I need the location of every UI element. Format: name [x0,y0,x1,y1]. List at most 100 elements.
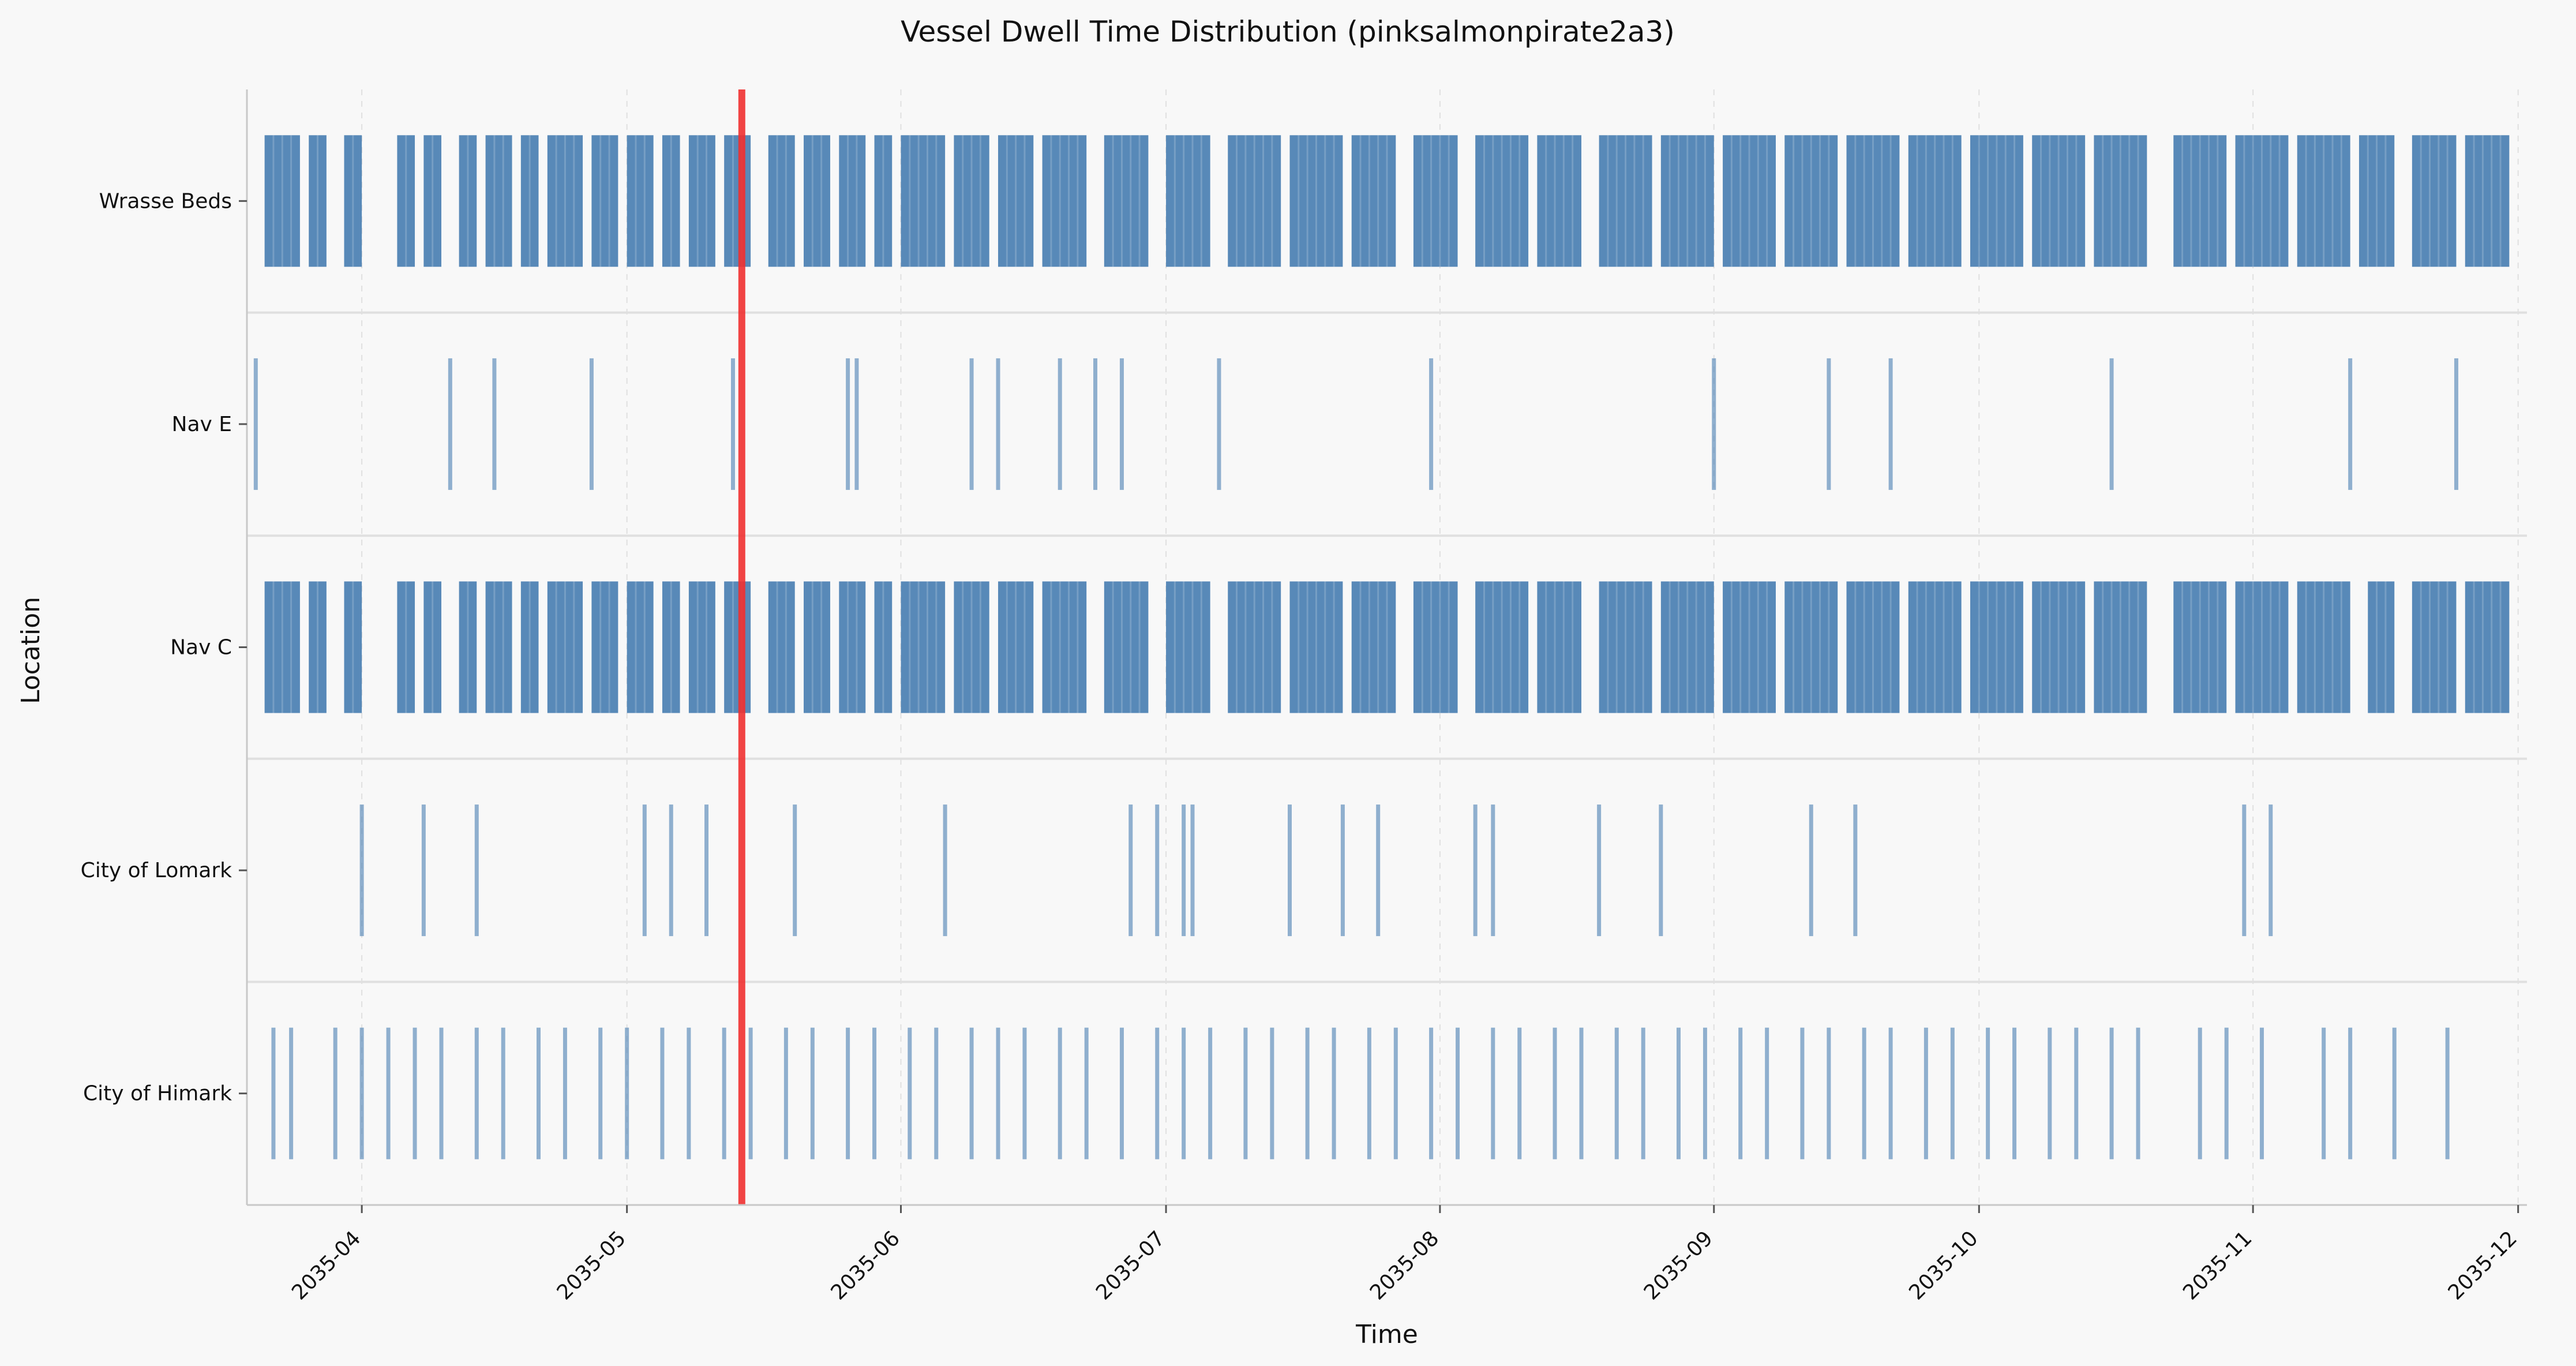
nav-c-dwell-bar [2297,581,2350,713]
nav-c-dwell-bar [423,581,441,713]
nav-c-dwell-bar [459,581,477,713]
nav-c-dwell-bar [2465,581,2510,713]
city-of-himark-visit-mark [359,1027,364,1159]
wrasse-beds-dwell-bar [1042,135,1087,267]
nav-c-dwell-bar [901,581,946,713]
wrasse-beds-dwell-bar [397,135,415,267]
wrasse-beds-dwell-bar [998,135,1034,267]
city-of-himark-visit-mark [783,1027,788,1159]
wrasse-beds-dwell-bar [1166,135,1210,267]
nav-c-dwell-bar [2094,581,2147,713]
nav-c-dwell-bar [1042,581,1087,713]
city-of-himark-visit-mark [2445,1027,2450,1159]
nav-c-dwell-bar [309,581,327,713]
nav-c-dwell-bar [1351,581,1396,713]
city-of-lomark-visit-mark [669,804,673,937]
nav-e-visit-mark [1217,358,1221,490]
nav-c-dwell-bar [662,581,680,713]
wrasse-beds-dwell-bar [459,135,477,267]
city-of-himark-visit-mark [1738,1027,1743,1159]
city-of-himark-visit-mark [934,1027,939,1159]
nav-c-dwell-bar [627,581,654,713]
city-of-himark-visit-mark [1119,1027,1124,1159]
wrasse-beds-dwell-bar [1104,135,1149,267]
city-of-lomark-visit-mark [1155,804,1160,937]
nav-e-visit-mark [2454,358,2458,490]
city-of-himark-visit-mark [1270,1027,1274,1159]
wrasse-beds-dwell-bar [1413,135,1458,267]
city-of-lomark-visit-mark [1190,804,1195,937]
city-of-himark-visit-mark [908,1027,912,1159]
wrasse-beds-dwell-bar [591,135,618,267]
nav-e-visit-mark [2109,358,2114,490]
wrasse-beds-dwell-bar [954,135,989,267]
city-of-lomark-visit-mark [359,804,364,937]
city-of-lomark-visit-mark [793,804,797,937]
city-of-himark-visit-mark [810,1027,815,1159]
wrasse-beds-dwell-bar [1351,135,1396,267]
city-of-himark-visit-mark [1155,1027,1160,1159]
nav-c-dwell-bar [547,581,583,713]
nav-e-visit-mark [1712,358,1716,490]
nav-c-dwell-bar [804,581,830,713]
city-of-himark-visit-mark [2012,1027,2017,1159]
nav-e-visit-mark [448,358,452,490]
city-of-himark-visit-mark [1986,1027,1990,1159]
city-of-lomark-visit-mark [1182,804,1186,937]
city-of-himark-visit-mark [996,1027,1000,1159]
city-of-himark-visit-mark [687,1027,691,1159]
wrasse-beds-dwell-bar [1599,135,1652,267]
nav-c-dwell-bar [1166,581,1210,713]
nav-c-dwell-bar [724,581,751,713]
nav-e-visit-mark [730,358,735,490]
chart-title: Vessel Dwell Time Distribution (pinksalm… [901,15,1675,48]
nav-c-dwell-bar [2235,581,2289,713]
city-of-himark-visit-mark [2198,1027,2202,1159]
city-of-himark-visit-mark [1676,1027,1681,1159]
wrasse-beds-dwell-bar [1846,135,1900,267]
nav-c-dwell-bar [344,581,362,713]
wrasse-beds-dwell-bar [1475,135,1529,267]
nav-c-dwell-bar [954,581,989,713]
city-of-lomark-visit-mark [1597,804,1602,937]
city-of-himark-visit-mark [2259,1027,2264,1159]
city-of-himark-visit-mark [722,1027,726,1159]
nav-c-dwell-bar [1413,581,1458,713]
city-of-himark-visit-mark [1084,1027,1089,1159]
city-of-lomark-visit-mark [2242,804,2247,937]
city-of-lomark-visit-mark [1288,804,1292,937]
nav-c-dwell-bar [839,581,866,713]
city-of-lomark-visit-mark [1853,804,1858,937]
wrasse-beds-dwell-bar [1289,135,1343,267]
city-of-lomark-visit-mark [943,804,947,937]
wrasse-beds-dwell-bar [804,135,830,267]
city-of-himark-visit-mark [2048,1027,2052,1159]
city-of-himark-visit-mark [439,1027,444,1159]
city-of-himark-visit-mark [1208,1027,1213,1159]
nav-c-dwell-bar [2368,581,2395,713]
city-of-himark-visit-mark [1614,1027,1619,1159]
nav-c-dwell-bar [688,581,715,713]
city-of-lomark-visit-mark [1659,804,1663,937]
city-of-himark-visit-mark [1703,1027,1707,1159]
y-tick-label: Wrasse Beds [99,189,232,213]
wrasse-beds-dwell-bar [2173,135,2227,267]
nav-c-dwell-bar [1970,581,2023,713]
wrasse-beds-dwell-bar [264,135,300,267]
nav-c-dwell-bar [768,581,795,713]
city-of-himark-visit-mark [536,1027,541,1159]
wrasse-beds-dwell-bar [1723,135,1776,267]
city-of-lomark-visit-mark [421,804,426,937]
nav-e-visit-mark [1119,358,1124,490]
nav-e-visit-mark [1827,358,1831,490]
nav-e-visit-mark [492,358,497,490]
wrasse-beds-dwell-bar [1660,135,1714,267]
nav-e-visit-mark [996,358,1000,490]
city-of-himark-visit-mark [598,1027,603,1159]
nav-c-dwell-bar [264,581,300,713]
nav-c-dwell-bar [2412,581,2457,713]
city-of-himark-visit-mark [1305,1027,1310,1159]
city-of-himark-visit-mark [2224,1027,2229,1159]
city-of-himark-visit-mark [1579,1027,1584,1159]
